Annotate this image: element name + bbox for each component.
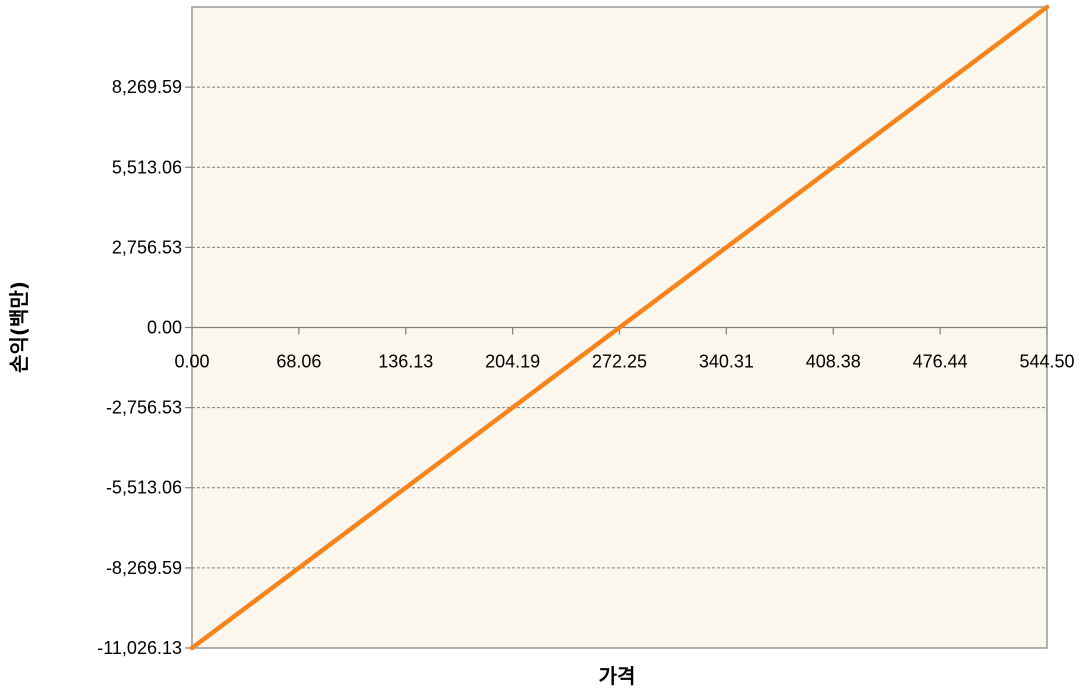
series-lines <box>189 4 1050 651</box>
x-tick-labels: 0.00 68.06 136.13 204.19 272.25 340.31 408.38 4… <box>174 352 1074 372</box>
x-tick-label-4: 272.25 <box>592 352 647 372</box>
x-tick-label-5: 340.31 <box>699 352 754 372</box>
y-tick-label-2: -5,513.06 <box>106 478 182 498</box>
x-tick-label-7: 476.44 <box>913 352 968 372</box>
y-tick-label-1: -8,269.59 <box>106 558 182 578</box>
x-tick-label-0: 0.00 <box>174 352 209 372</box>
y-tick-label-5: 2,756.53 <box>112 237 182 257</box>
y-tick-label-6: 5,513.06 <box>112 157 182 177</box>
y-tick-label-4: 0.00 <box>147 318 182 338</box>
y-tick-label-3: -2,756.53 <box>106 398 182 418</box>
x-tick-label-8: 544.50 <box>1019 352 1074 372</box>
x-tick-label-2: 136.13 <box>378 352 433 372</box>
series-line-0 <box>189 4 1050 651</box>
y-axis-title: 손익(백만) <box>7 281 31 373</box>
y-tick-label-7: 8,269.59 <box>112 77 182 97</box>
y-tick-labels: -11,026.13 -8,269.59 -5,513.06 -2,756.53 0.0… <box>97 77 182 658</box>
x-tick-label-1: 68.06 <box>276 352 321 372</box>
x-tick-label-3: 204.19 <box>485 352 540 372</box>
y-tick-label-0: -11,026.13 <box>97 638 182 658</box>
x-axis-title: 가격 <box>599 664 636 688</box>
x-tick-label-6: 408.38 <box>806 352 861 372</box>
